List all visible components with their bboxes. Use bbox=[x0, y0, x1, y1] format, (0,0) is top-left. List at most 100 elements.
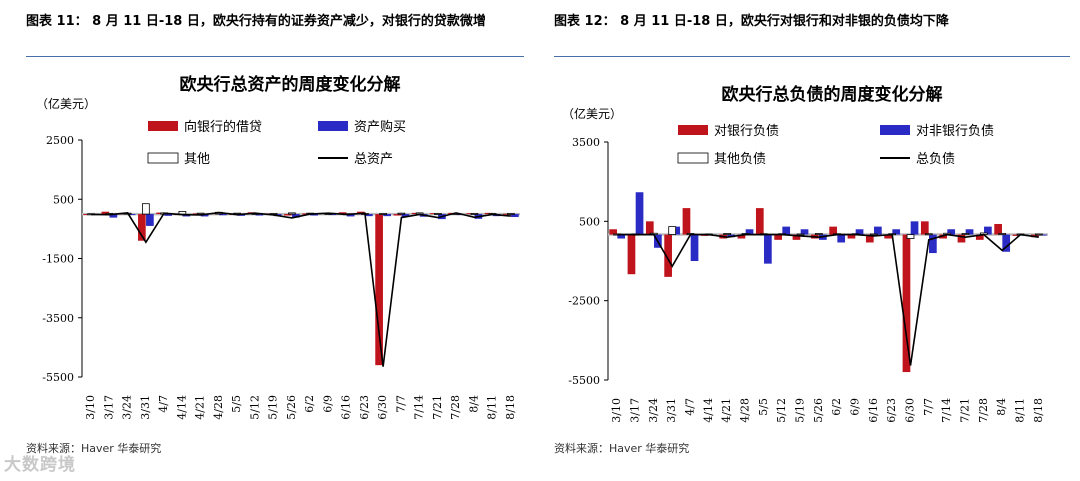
bar-red bbox=[302, 213, 310, 215]
caption-divider bbox=[554, 56, 1070, 57]
bar-red bbox=[847, 234, 856, 239]
x-tick-label: 6/9 bbox=[321, 395, 334, 413]
bar-red bbox=[957, 234, 966, 243]
bar-red bbox=[466, 213, 475, 215]
bar-red bbox=[393, 214, 402, 216]
bar-blue bbox=[764, 234, 772, 264]
x-tick-label: 8/18 bbox=[1032, 398, 1045, 423]
bar-white bbox=[142, 203, 150, 215]
bar-blue bbox=[929, 234, 937, 254]
legend-label: 对银行负债 bbox=[714, 124, 779, 139]
bar-blue bbox=[800, 229, 809, 235]
bar-red bbox=[645, 221, 654, 235]
bar-red bbox=[138, 214, 146, 241]
bar-red bbox=[865, 234, 874, 243]
source-note: 资料来源：Haver 华泰研究 bbox=[554, 442, 690, 455]
bar-red bbox=[994, 223, 1002, 235]
x-tick-label: 3/17 bbox=[102, 395, 115, 420]
x-tick-label: 6/23 bbox=[885, 398, 898, 423]
x-tick-label: 4/28 bbox=[739, 398, 752, 423]
x-tick-label: 3/24 bbox=[647, 398, 660, 423]
bar-white bbox=[814, 233, 823, 235]
bar-red bbox=[774, 234, 782, 240]
bar-blue bbox=[365, 214, 373, 217]
bar-white bbox=[998, 233, 1007, 235]
y-tick-label: 2500 bbox=[46, 134, 74, 147]
x-tick-label: 8/18 bbox=[504, 395, 517, 420]
x-tick-label: 5/26 bbox=[285, 395, 298, 420]
legend-label: 资产购买 bbox=[354, 119, 406, 135]
x-tick-label: 4/21 bbox=[720, 398, 733, 423]
bar-red bbox=[284, 214, 292, 216]
x-tick-label: 3/17 bbox=[629, 398, 642, 423]
legend-label: 其他 bbox=[184, 152, 210, 167]
x-tick-label: 7/14 bbox=[413, 395, 426, 420]
chart-title: 欧央行总负债的周度变化分解 bbox=[722, 84, 943, 105]
x-tick-label: 5/5 bbox=[230, 395, 243, 413]
bar-red bbox=[83, 214, 91, 216]
x-tick-label: 4/14 bbox=[702, 398, 715, 423]
x-tick-label: 3/10 bbox=[84, 395, 97, 420]
bar-blue bbox=[255, 214, 264, 216]
x-tick-label: 8/11 bbox=[486, 395, 499, 420]
bar-white bbox=[1034, 233, 1043, 236]
bar-blue bbox=[855, 229, 864, 235]
y-tick-label: -3500 bbox=[42, 312, 74, 325]
bar-white bbox=[288, 212, 296, 215]
x-tick-label: 7/28 bbox=[449, 395, 462, 420]
x-tick-label: 5/12 bbox=[775, 398, 788, 423]
legend-swatch bbox=[148, 121, 178, 131]
legend-swatch bbox=[677, 152, 709, 164]
bar-blue bbox=[947, 229, 956, 235]
bar-red bbox=[609, 229, 617, 235]
x-tick-label: 4/28 bbox=[212, 395, 225, 420]
bar-red bbox=[737, 234, 746, 239]
bar-blue bbox=[745, 229, 754, 235]
legend-swatch bbox=[880, 125, 910, 135]
bar-red bbox=[156, 212, 164, 215]
chart-total-assets: 欧央行总资产的周度变化分解 （亿美元） 2500 500 -1500 -3500 -5500… bbox=[36, 74, 520, 420]
bar-red bbox=[503, 213, 511, 215]
x-tick-label: 6/16 bbox=[340, 395, 353, 420]
watermark: 大数跨境 bbox=[4, 455, 76, 475]
bar-blue bbox=[984, 226, 992, 235]
x-tick-label: 5/12 bbox=[248, 395, 261, 420]
legend-label: 总资产 bbox=[354, 152, 393, 167]
legend-swatch bbox=[147, 152, 179, 164]
y-tick-label: 500 bbox=[579, 215, 600, 228]
x-tick-label: 5/26 bbox=[812, 398, 825, 423]
bar-blue bbox=[672, 226, 681, 235]
bar-blue bbox=[383, 214, 391, 217]
bar-blue bbox=[690, 234, 699, 261]
bar-red bbox=[338, 212, 347, 215]
x-tick-label: 3/31 bbox=[139, 395, 152, 420]
bar-red bbox=[975, 234, 984, 240]
bar-white bbox=[397, 212, 406, 215]
bar-white bbox=[961, 233, 970, 235]
source-note: 资料来源：Haver 华泰研究 bbox=[26, 442, 162, 455]
legend-label: 总负债 bbox=[916, 152, 955, 167]
x-tick-label: 4/14 bbox=[175, 395, 188, 420]
bar-red bbox=[884, 234, 892, 239]
bar-white bbox=[379, 213, 387, 215]
bar-white bbox=[470, 213, 479, 215]
bar-blue bbox=[874, 226, 882, 235]
bar-blue bbox=[164, 214, 172, 216]
bar-red bbox=[1012, 234, 1021, 236]
bar-blue bbox=[310, 214, 318, 216]
bar-white bbox=[924, 233, 933, 236]
total-line bbox=[617, 233, 1039, 366]
bar-white bbox=[178, 210, 187, 215]
caption-divider bbox=[26, 56, 524, 57]
bar-red bbox=[829, 226, 837, 235]
x-tick-label: 7/14 bbox=[940, 398, 953, 423]
legend-label: 其他负债 bbox=[714, 152, 766, 167]
bar-white bbox=[723, 233, 732, 235]
bar-blue bbox=[782, 226, 791, 235]
bar-red bbox=[430, 213, 438, 215]
bar-blue bbox=[1039, 234, 1047, 236]
y-axis-unit: （亿美元） bbox=[562, 106, 622, 121]
x-tick-label: 7/21 bbox=[431, 395, 444, 420]
x-tick-label: 4/21 bbox=[194, 395, 207, 420]
bar-blue bbox=[965, 229, 974, 235]
